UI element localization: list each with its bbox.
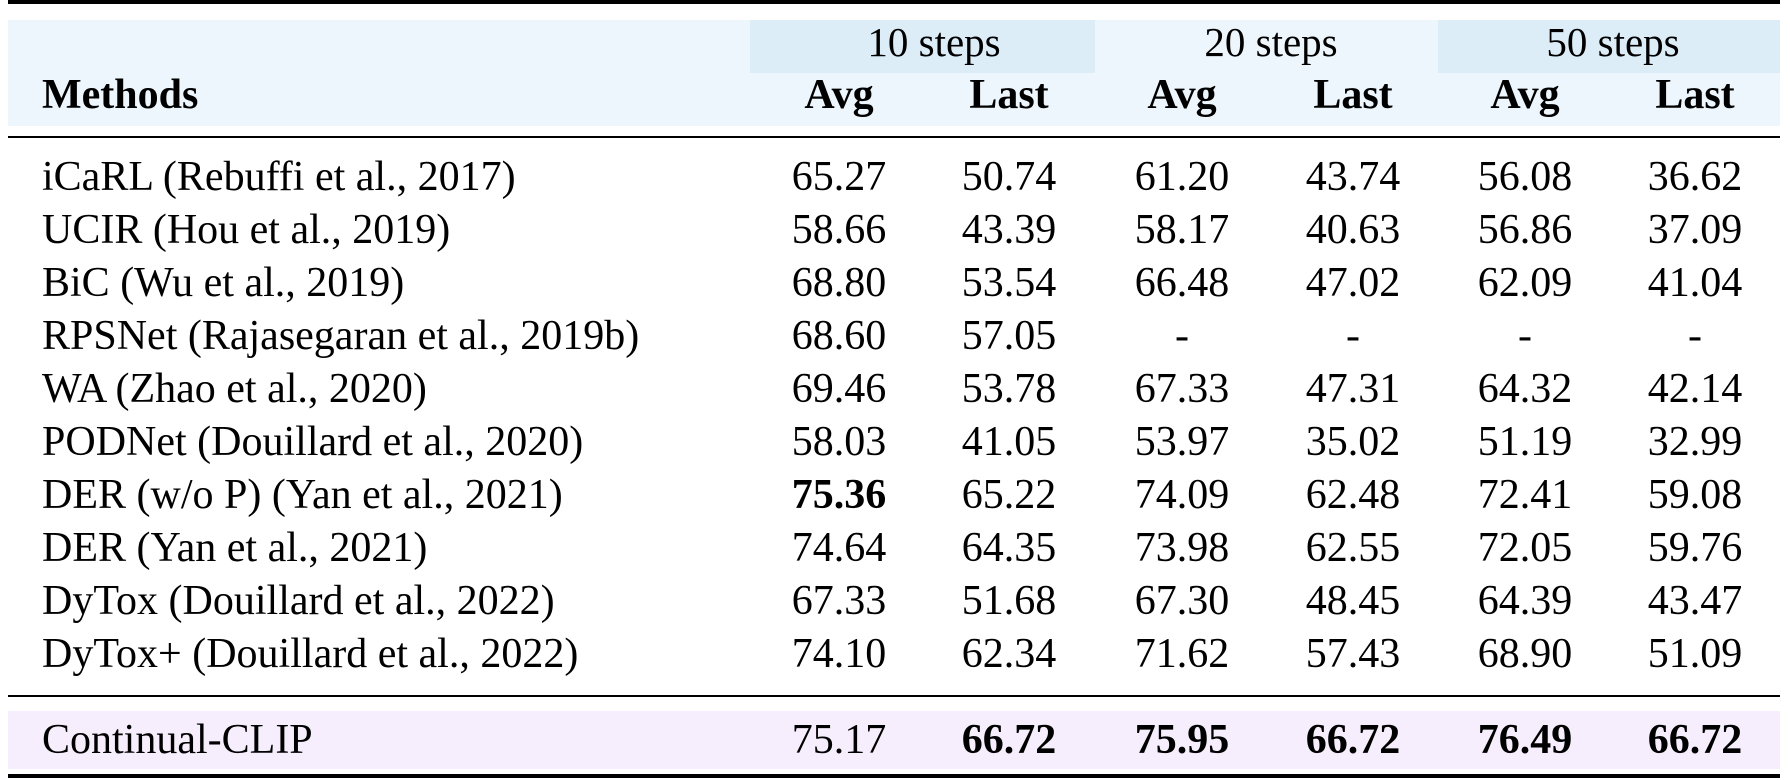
der-50-avg: 72.05 [1477, 525, 1573, 571]
der-20-last: 62.55 [1305, 525, 1401, 571]
wa-20-avg: 67.33 [1134, 366, 1230, 412]
body-bottom-rule [8, 695, 1780, 697]
col-20-avg: Avg [1147, 72, 1217, 118]
method-bic: BiC (Wu et al., 2019) [42, 260, 405, 306]
wa-10-last: 53.78 [961, 366, 1057, 412]
dytox-20-last: 48.45 [1305, 578, 1401, 624]
icarl-50-last: 36.62 [1647, 154, 1743, 200]
rpsnet-10-avg: 68.60 [791, 313, 887, 359]
ucir-20-avg: 58.17 [1134, 207, 1230, 253]
der-10-avg: 74.64 [791, 525, 887, 571]
der-50-last: 59.76 [1647, 525, 1743, 571]
bic-50-avg: 62.09 [1477, 260, 1573, 306]
group-50-steps: 50 steps [1546, 19, 1680, 65]
table-bottom-rule [8, 774, 1780, 778]
continual-clip-10-avg: 75.17 [791, 717, 887, 763]
continual-clip-10-last: 66.72 [961, 717, 1057, 763]
der-wo-p-10-last: 65.22 [961, 472, 1057, 518]
icarl-50-avg: 56.08 [1477, 154, 1573, 200]
bic-10-last: 53.54 [961, 260, 1057, 306]
bic-20-avg: 66.48 [1134, 260, 1230, 306]
dytox-10-avg: 67.33 [791, 578, 887, 624]
der-wo-p-10-avg: 75.36 [791, 472, 887, 518]
der-wo-p-50-last: 59.08 [1647, 472, 1743, 518]
der-wo-p-20-avg: 74.09 [1134, 472, 1230, 518]
method-continual-clip: Continual-CLIP [42, 717, 313, 763]
wa-50-last: 42.14 [1647, 366, 1743, 412]
fifty-steps-band [1438, 20, 1780, 73]
rpsnet-50-last: - [1688, 313, 1702, 359]
col-50-last: Last [1655, 72, 1735, 118]
der-20-avg: 73.98 [1134, 525, 1230, 571]
dytox-50-last: 43.47 [1647, 578, 1743, 624]
dytox-plus-10-last: 62.34 [961, 631, 1057, 677]
ucir-20-last: 40.63 [1305, 207, 1401, 253]
rpsnet-20-avg: - [1175, 313, 1189, 359]
continual-clip-20-avg: 75.95 [1134, 717, 1230, 763]
bic-10-avg: 68.80 [791, 260, 887, 306]
method-der: DER (Yan et al., 2021) [42, 525, 428, 571]
rpsnet-50-avg: - [1518, 313, 1532, 359]
wa-50-avg: 64.32 [1477, 366, 1573, 412]
dytox-50-avg: 64.39 [1477, 578, 1573, 624]
group-20-steps: 20 steps [1204, 19, 1338, 65]
header-bottom-rule [8, 136, 1780, 138]
method-dytox-plus: DyTox+ (Douillard et al., 2022) [42, 631, 579, 677]
icarl-20-avg: 61.20 [1134, 154, 1230, 200]
dytox-plus-20-last: 57.43 [1305, 631, 1401, 677]
col-10-last: Last [969, 72, 1049, 118]
method-ucir: UCIR (Hou et al., 2019) [42, 207, 451, 253]
podnet-50-last: 32.99 [1647, 419, 1743, 465]
method-der-wo-p: DER (w/o P) (Yan et al., 2021) [42, 472, 563, 518]
continual-clip-50-last: 66.72 [1647, 717, 1743, 763]
podnet-50-avg: 51.19 [1477, 419, 1573, 465]
podnet-10-avg: 58.03 [791, 419, 887, 465]
der-10-last: 64.35 [961, 525, 1057, 571]
wa-10-avg: 69.46 [791, 366, 887, 412]
top-rule [8, 0, 1780, 4]
podnet-20-last: 35.02 [1305, 419, 1401, 465]
group-10-steps: 10 steps [867, 19, 1001, 65]
wa-20-last: 47.31 [1305, 366, 1401, 412]
icarl-10-avg: 65.27 [791, 154, 887, 200]
ucir-50-last: 37.09 [1647, 207, 1743, 253]
podnet-10-last: 41.05 [961, 419, 1057, 465]
dytox-20-avg: 67.30 [1134, 578, 1230, 624]
dytox-plus-10-avg: 74.10 [791, 631, 887, 677]
dytox-plus-20-avg: 71.62 [1134, 631, 1230, 677]
ucir-10-avg: 58.66 [791, 207, 887, 253]
continual-clip-highlight [8, 711, 1780, 769]
dytox-10-last: 51.68 [961, 578, 1057, 624]
icarl-10-last: 50.74 [961, 154, 1057, 200]
der-wo-p-20-last: 62.48 [1305, 472, 1401, 518]
method-rpsnet: RPSNet (Rajasegaran et al., 2019b) [42, 313, 640, 359]
bic-20-last: 47.02 [1305, 260, 1401, 306]
bic-50-last: 41.04 [1647, 260, 1743, 306]
methods-header: Methods [42, 72, 199, 118]
col-20-last: Last [1313, 72, 1393, 118]
ucir-50-avg: 56.86 [1477, 207, 1573, 253]
continual-clip-20-last: 66.72 [1305, 717, 1401, 763]
method-dytox: DyTox (Douillard et al., 2022) [42, 578, 555, 624]
dytox-plus-50-avg: 68.90 [1477, 631, 1573, 677]
rpsnet-10-last: 57.05 [961, 313, 1057, 359]
col-50-avg: Avg [1490, 72, 1560, 118]
icarl-20-last: 43.74 [1305, 154, 1401, 200]
method-podnet: PODNet (Douillard et al., 2020) [42, 419, 584, 465]
col-10-avg: Avg [804, 72, 874, 118]
podnet-20-avg: 53.97 [1134, 419, 1230, 465]
method-icarl: iCaRL (Rebuffi et al., 2017) [42, 154, 516, 200]
dytox-plus-50-last: 51.09 [1647, 631, 1743, 677]
ten-steps-band [750, 20, 1095, 73]
rpsnet-20-last: - [1346, 313, 1360, 359]
der-wo-p-50-avg: 72.41 [1477, 472, 1573, 518]
continual-clip-50-avg: 76.49 [1477, 717, 1573, 763]
ucir-10-last: 43.39 [961, 207, 1057, 253]
method-wa: WA (Zhao et al., 2020) [42, 366, 427, 412]
